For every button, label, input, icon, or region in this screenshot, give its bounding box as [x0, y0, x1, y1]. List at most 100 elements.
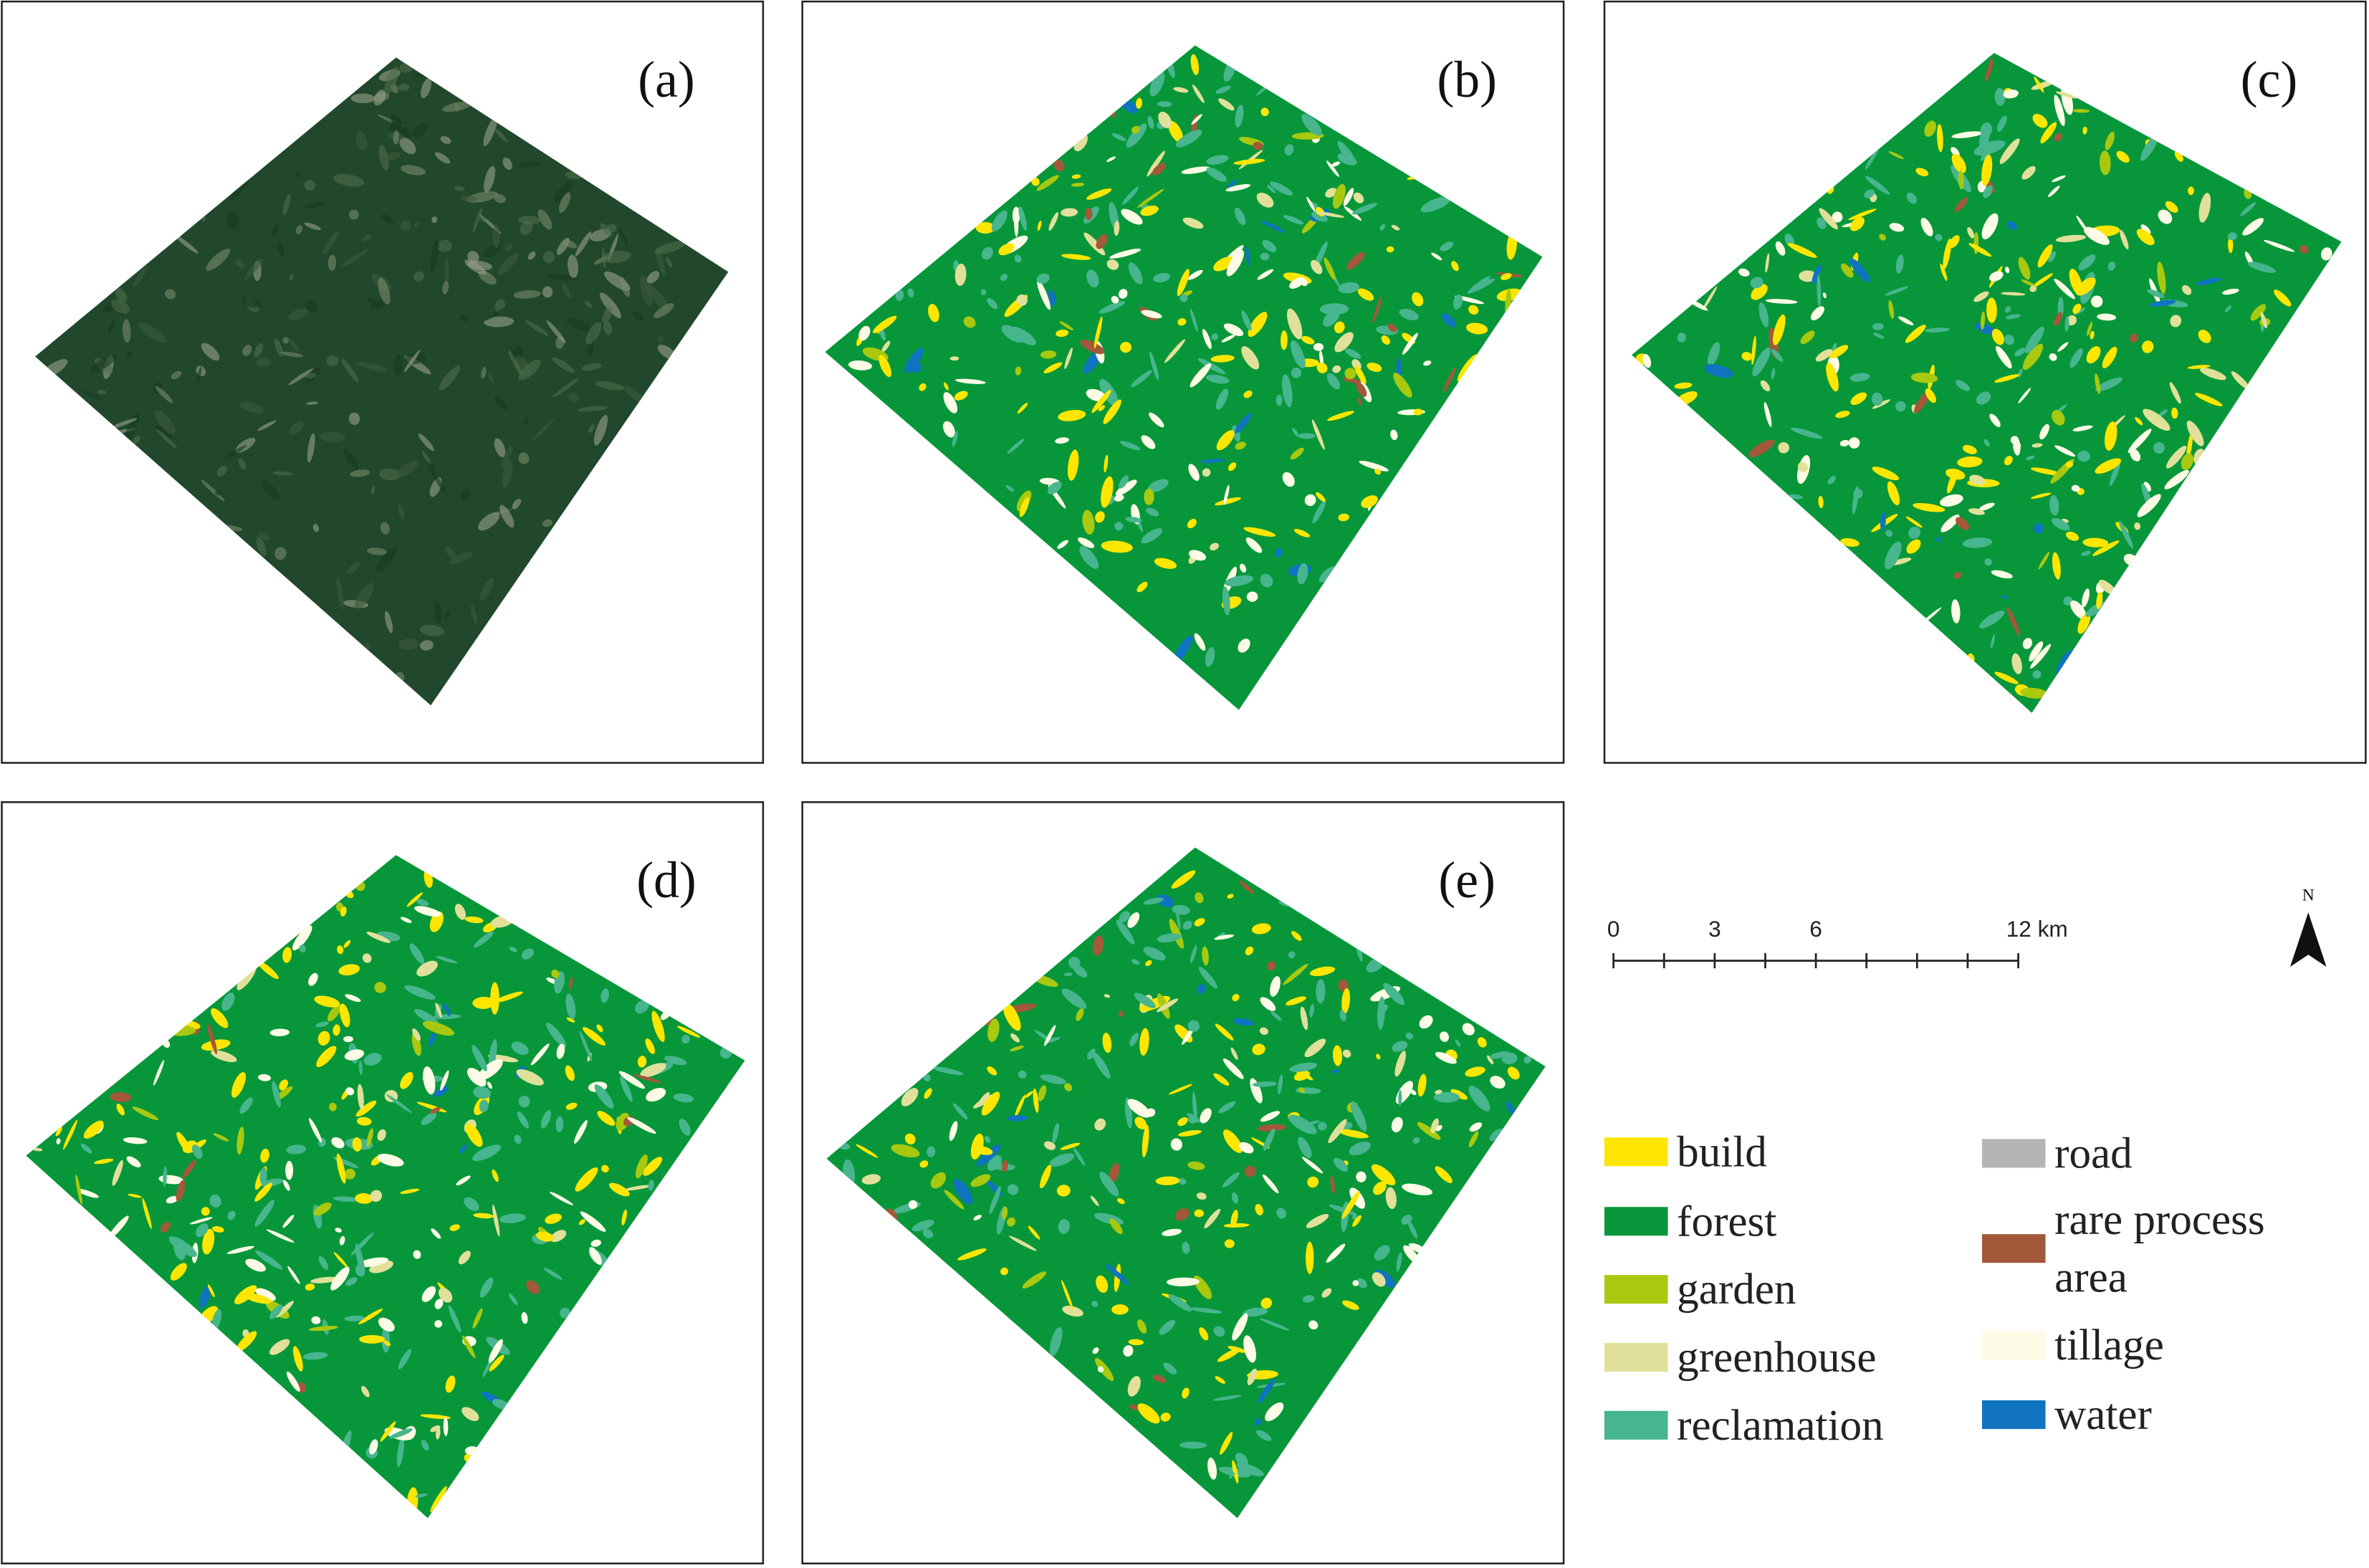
map-patch [1010, 1046, 1024, 1052]
map-patch [558, 192, 571, 214]
map-patch [1379, 224, 1386, 231]
map-patch [2147, 289, 2165, 298]
map-patch [1111, 1304, 1129, 1315]
map-patch [648, 1180, 654, 1191]
map-patch [1968, 243, 1992, 257]
map-patch [1905, 325, 1926, 343]
map-patch [516, 1069, 544, 1086]
map-patch [1090, 1195, 1099, 1207]
map-patch [2032, 113, 2048, 128]
map-patch [1334, 332, 1354, 353]
map-patch [2224, 305, 2232, 312]
map-patch [1147, 479, 1169, 492]
map-patch [1999, 138, 2020, 164]
map-patch [1278, 901, 1289, 907]
map-patch [1925, 388, 1936, 403]
map-patch [1455, 1039, 1461, 1047]
map-patch [556, 1043, 565, 1059]
map-patch [601, 251, 631, 264]
map-patch [481, 366, 487, 379]
map-patch [1371, 1164, 1396, 1186]
map-patch [1924, 120, 1937, 137]
map-patch [1158, 111, 1172, 128]
map-patch [514, 1134, 522, 1144]
map-patch [1141, 310, 1162, 319]
map-patch [1092, 1052, 1111, 1079]
map-patch [343, 449, 359, 471]
map-patch [521, 948, 535, 960]
map-patch [201, 479, 225, 502]
map-patch [1194, 918, 1205, 927]
map-patch [386, 1094, 412, 1114]
map-patch [1865, 148, 1879, 170]
map-patch [2095, 458, 2122, 474]
map-patch [1332, 1045, 1343, 1066]
map-patch [616, 1112, 630, 1131]
map-patch [1168, 1084, 1192, 1095]
map-patch [1385, 1187, 1397, 1210]
map-patch [1228, 1472, 1235, 1479]
map-patch [2105, 421, 2117, 451]
map-patch [1131, 959, 1140, 965]
map-patch [416, 960, 438, 977]
map-patch [2014, 348, 2026, 357]
map-patch [340, 906, 347, 917]
map-patch [1103, 399, 1121, 424]
map-patch [494, 396, 508, 410]
map-patch [681, 1034, 690, 1044]
map-patch [1222, 1172, 1240, 1187]
map-patch [1337, 153, 1357, 166]
map-patch [329, 1102, 337, 1112]
map-patch [518, 1095, 530, 1108]
map-patch [1149, 72, 1165, 97]
map-patch [1052, 1122, 1059, 1144]
map-patch [1230, 1210, 1238, 1228]
map-patch [494, 991, 523, 1003]
map-patch [269, 1339, 290, 1355]
map-patch [1440, 1031, 1450, 1042]
map-patch [590, 1239, 601, 1247]
map-patch [350, 469, 370, 477]
map-patch [1071, 174, 1081, 179]
map-patch [211, 1050, 237, 1063]
map-patch [2030, 644, 2052, 669]
map-patch [2120, 229, 2129, 249]
map-patch [1402, 1183, 1433, 1195]
map-patch [601, 1165, 609, 1173]
map-patch [1301, 113, 1322, 136]
map-patch [546, 1022, 567, 1048]
map-patch [409, 943, 424, 964]
map-patch [1129, 1033, 1139, 1046]
map-patch [1311, 259, 1323, 274]
map-patch [1298, 1137, 1312, 1158]
map-patch [311, 1316, 321, 1324]
map-patch [345, 1087, 355, 1096]
map-patch [1291, 931, 1302, 941]
map-patch [1338, 282, 1359, 294]
map-patch [1187, 519, 1197, 529]
map-patch [1327, 411, 1354, 421]
map-patch [467, 251, 479, 263]
map-patch [1263, 1128, 1276, 1151]
map-patch [518, 359, 541, 381]
map-patch [133, 266, 148, 287]
map-patch [2026, 455, 2035, 461]
map-patch [1179, 1441, 1207, 1449]
map-patch [207, 1023, 218, 1055]
map-patch [1022, 1271, 1047, 1289]
map-patch [595, 381, 625, 391]
map-patch [1013, 206, 1019, 237]
map-patch [1033, 1088, 1039, 1113]
map-patch [981, 1091, 1000, 1116]
map-patch [1752, 347, 1771, 377]
map-patch [1234, 207, 1246, 226]
map-patch [1232, 1460, 1239, 1484]
map-patch [1991, 328, 2004, 345]
map-patch [355, 1193, 373, 1204]
legend-label: water [2054, 1391, 2152, 1439]
map-patch [459, 314, 469, 322]
map-patch [1293, 1070, 1311, 1081]
map-patch [2082, 588, 2090, 608]
map-patch [550, 1192, 573, 1205]
map-patch [421, 1112, 437, 1125]
